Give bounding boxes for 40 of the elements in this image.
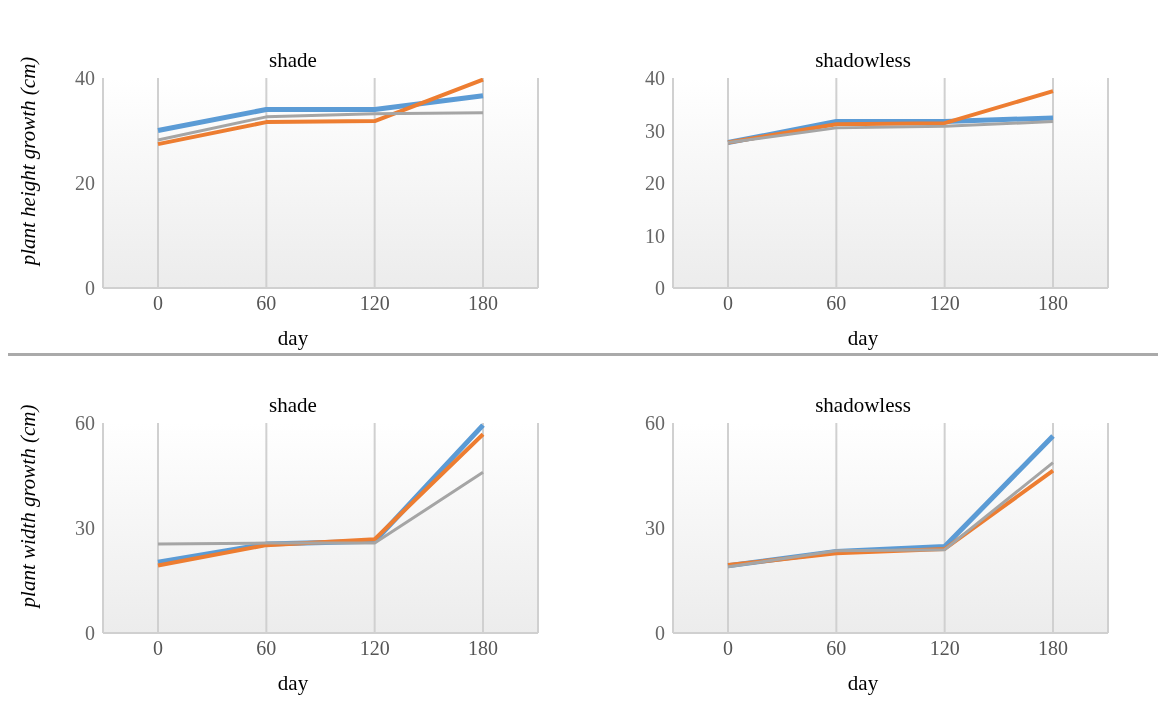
x-tick-label: 120 xyxy=(359,637,390,660)
y-tick-label: 20 xyxy=(645,172,665,195)
y-tick-label: 0 xyxy=(85,277,95,300)
x-axis-title: day xyxy=(276,671,310,696)
y-tick-label: 30 xyxy=(75,517,95,540)
x-tick-label: 120 xyxy=(929,637,960,660)
y-tick-label: 0 xyxy=(655,277,665,300)
y-tick-label: 0 xyxy=(85,622,95,645)
y-tick-label: 60 xyxy=(645,412,665,435)
y-tick-label: 0 xyxy=(655,622,665,645)
y-axis-title: plant width growth (cm) xyxy=(15,404,41,607)
x-tick-label: 60 xyxy=(826,292,847,315)
x-tick-label: 180 xyxy=(1038,292,1068,315)
y-tick-label: 40 xyxy=(645,67,665,90)
chart-title: shadowless xyxy=(815,48,911,72)
x-tick-label: 180 xyxy=(1038,637,1068,660)
y-tick-label: 30 xyxy=(645,517,665,540)
x-axis-title: day xyxy=(846,671,880,696)
x-tick-label: 120 xyxy=(359,292,390,315)
x-axis-title: day xyxy=(276,326,310,351)
x-tick-label: 60 xyxy=(826,637,847,660)
x-axis-title: day xyxy=(846,326,880,351)
x-tick-label: 0 xyxy=(723,292,733,315)
x-tick-label: 120 xyxy=(929,292,960,315)
chart-title: shade xyxy=(269,393,317,417)
y-tick-label: 40 xyxy=(75,67,95,90)
chart-title: shade xyxy=(269,48,317,72)
x-tick-label: 180 xyxy=(468,637,498,660)
x-tick-label: 0 xyxy=(153,637,163,660)
chart-title: shadowless xyxy=(815,393,911,417)
y-tick-label: 20 xyxy=(75,172,95,195)
y-axis-title: plant height growth (cm) xyxy=(15,56,41,265)
x-tick-label: 180 xyxy=(468,292,498,315)
y-tick-label: 10 xyxy=(645,224,665,247)
x-tick-label: 0 xyxy=(153,292,163,315)
x-tick-label: 60 xyxy=(256,292,277,315)
x-tick-label: 60 xyxy=(256,637,277,660)
y-tick-label: 30 xyxy=(645,119,665,142)
x-tick-label: 0 xyxy=(723,637,733,660)
y-tick-label: 60 xyxy=(75,412,95,435)
